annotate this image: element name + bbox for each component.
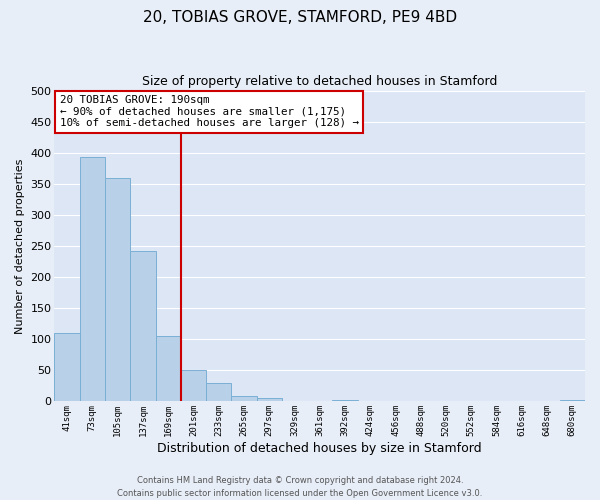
Text: 20, TOBIAS GROVE, STAMFORD, PE9 4BD: 20, TOBIAS GROVE, STAMFORD, PE9 4BD [143,10,457,25]
Bar [105,178,130,402]
Bar [181,370,206,402]
Y-axis label: Number of detached properties: Number of detached properties [15,158,25,334]
Bar [332,400,358,402]
Bar [383,401,408,402]
Bar [206,383,232,402]
Bar [232,396,257,402]
Title: Size of property relative to detached houses in Stamford: Size of property relative to detached ho… [142,75,497,88]
Text: 20 TOBIAS GROVE: 190sqm
← 90% of detached houses are smaller (1,175)
10% of semi: 20 TOBIAS GROVE: 190sqm ← 90% of detache… [60,95,359,128]
Bar [257,398,282,402]
Bar [560,400,585,402]
Text: Contains HM Land Registry data © Crown copyright and database right 2024.
Contai: Contains HM Land Registry data © Crown c… [118,476,482,498]
Bar [55,333,80,402]
Bar [80,157,105,402]
X-axis label: Distribution of detached houses by size in Stamford: Distribution of detached houses by size … [157,442,482,455]
Bar [130,251,155,402]
Bar [155,336,181,402]
